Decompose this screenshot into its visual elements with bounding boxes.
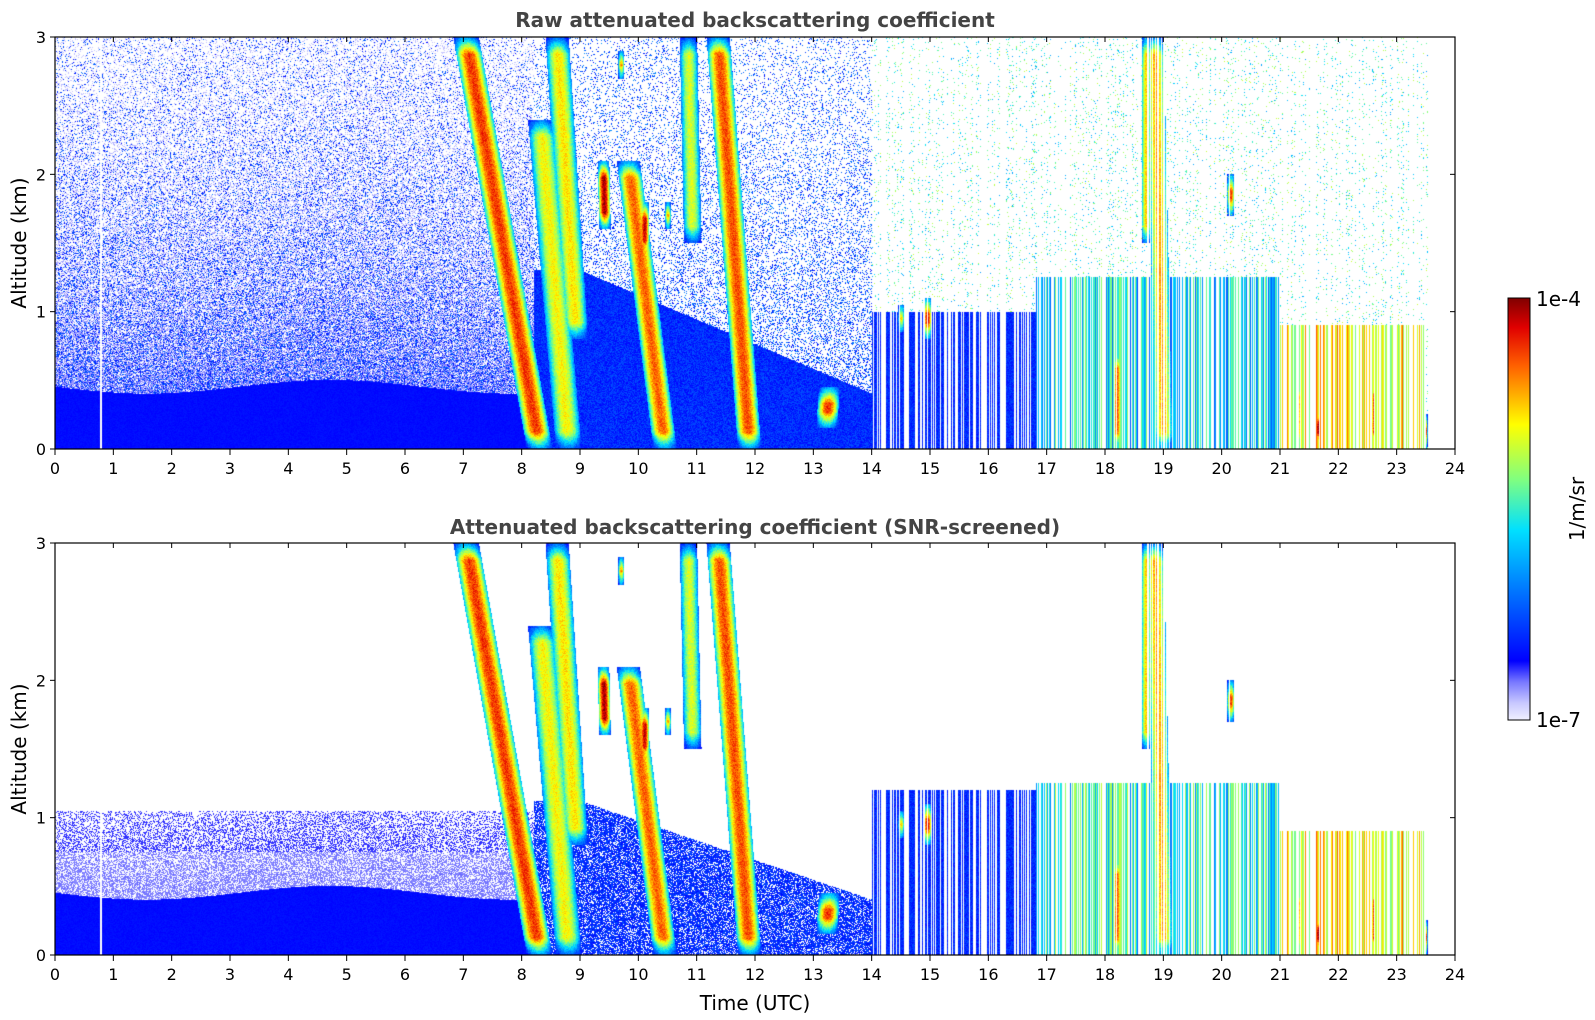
x-tick-label: 6	[400, 965, 410, 984]
x-tick-label: 16	[978, 459, 998, 478]
x-tick-label: 4	[283, 965, 293, 984]
y-tick-label: 2	[36, 165, 46, 184]
y-tick-label: 1	[36, 809, 46, 828]
x-tick-label: 1	[108, 965, 118, 984]
colorbar-max-label: 1e-4	[1536, 287, 1581, 311]
x-tick-label: 20	[1211, 459, 1231, 478]
x-tick-label: 0	[50, 965, 60, 984]
x-tick-label: 2	[167, 459, 177, 478]
x-axis-label: Time (UTC)	[699, 991, 811, 1015]
x-tick-label: 11	[686, 965, 706, 984]
x-tick-label: 24	[1445, 459, 1465, 478]
y-axis-label: Altitude (km)	[7, 683, 31, 814]
heatmap-raster	[55, 37, 1455, 449]
y-tick-label: 1	[36, 303, 46, 322]
x-axis-ticks: 0 1 2 3 4 5 6 7 8 9 10 11 12 13 14 15 16 17 18 19 20 21 22 23 24	[50, 543, 1465, 984]
colorbar-unit-label: 1/m/sr	[1565, 476, 1589, 541]
x-tick-label: 22	[1328, 965, 1348, 984]
x-tick-label: 23	[1386, 965, 1406, 984]
x-tick-label: 12	[745, 459, 765, 478]
x-tick-label: 17	[1036, 965, 1056, 984]
x-tick-label: 4	[283, 459, 293, 478]
x-tick-label: 13	[803, 965, 823, 984]
x-tick-label: 14	[861, 965, 881, 984]
heatmap-raster	[55, 543, 1455, 955]
x-tick-label: 11	[686, 459, 706, 478]
panel-title: Attenuated backscattering coefficient (S…	[450, 515, 1060, 539]
x-tick-label: 24	[1445, 965, 1465, 984]
panel-title: Raw attenuated backscattering coefficien…	[515, 8, 995, 32]
x-tick-label: 3	[225, 459, 235, 478]
screened-backscatter-panel: Attenuated backscattering coefficient (S…	[7, 515, 1465, 1015]
y-axis-label: Altitude (km)	[7, 177, 31, 308]
x-tick-label: 9	[575, 459, 585, 478]
y-axis-ticks: 0 1 2 3	[36, 534, 1455, 965]
x-tick-label: 6	[400, 459, 410, 478]
x-tick-label: 15	[920, 459, 940, 478]
x-tick-label: 5	[342, 459, 352, 478]
x-tick-label: 18	[1095, 965, 1115, 984]
x-tick-label: 20	[1211, 965, 1231, 984]
x-tick-label: 2	[167, 965, 177, 984]
y-tick-label: 0	[36, 440, 46, 459]
x-tick-label: 7	[458, 459, 468, 478]
x-tick-label: 16	[978, 965, 998, 984]
x-tick-label: 21	[1270, 965, 1290, 984]
x-tick-label: 5	[342, 965, 352, 984]
x-tick-label: 18	[1095, 459, 1115, 478]
y-tick-label: 0	[36, 946, 46, 965]
y-tick-label: 3	[36, 534, 46, 553]
x-tick-label: 15	[920, 965, 940, 984]
x-tick-label: 12	[745, 965, 765, 984]
x-tick-label: 7	[458, 965, 468, 984]
x-tick-label: 9	[575, 965, 585, 984]
colorbar-gradient	[1507, 297, 1531, 721]
x-tick-label: 8	[517, 965, 527, 984]
x-tick-label: 0	[50, 459, 60, 478]
x-tick-label: 17	[1036, 459, 1056, 478]
x-tick-label: 10	[628, 459, 648, 478]
colorbar: 1e-4 1e-7 1/m/sr	[1507, 287, 1589, 732]
x-tick-label: 13	[803, 459, 823, 478]
colorbar-min-label: 1e-7	[1536, 708, 1581, 732]
x-tick-label: 23	[1386, 459, 1406, 478]
y-tick-label: 2	[36, 671, 46, 690]
y-axis-ticks: 0 1 2 3	[36, 28, 1455, 459]
heatmap-image	[55, 37, 1455, 449]
x-tick-label: 21	[1270, 459, 1290, 478]
x-tick-label: 10	[628, 965, 648, 984]
x-tick-label: 14	[861, 459, 881, 478]
x-tick-label: 1	[108, 459, 118, 478]
heatmap-image	[55, 543, 1455, 955]
x-tick-label: 22	[1328, 459, 1348, 478]
raw-backscatter-panel: Raw attenuated backscattering coefficien…	[7, 8, 1465, 478]
x-axis-ticks: 0 1 2 3 4 5 6 7 8 9 10 11 12 13 14 15 16 17 18 19 20 21 22 23 24	[50, 37, 1465, 478]
x-tick-label: 8	[517, 459, 527, 478]
x-tick-label: 19	[1153, 965, 1173, 984]
x-tick-label: 19	[1153, 459, 1173, 478]
y-tick-label: 3	[36, 28, 46, 47]
x-tick-label: 3	[225, 965, 235, 984]
